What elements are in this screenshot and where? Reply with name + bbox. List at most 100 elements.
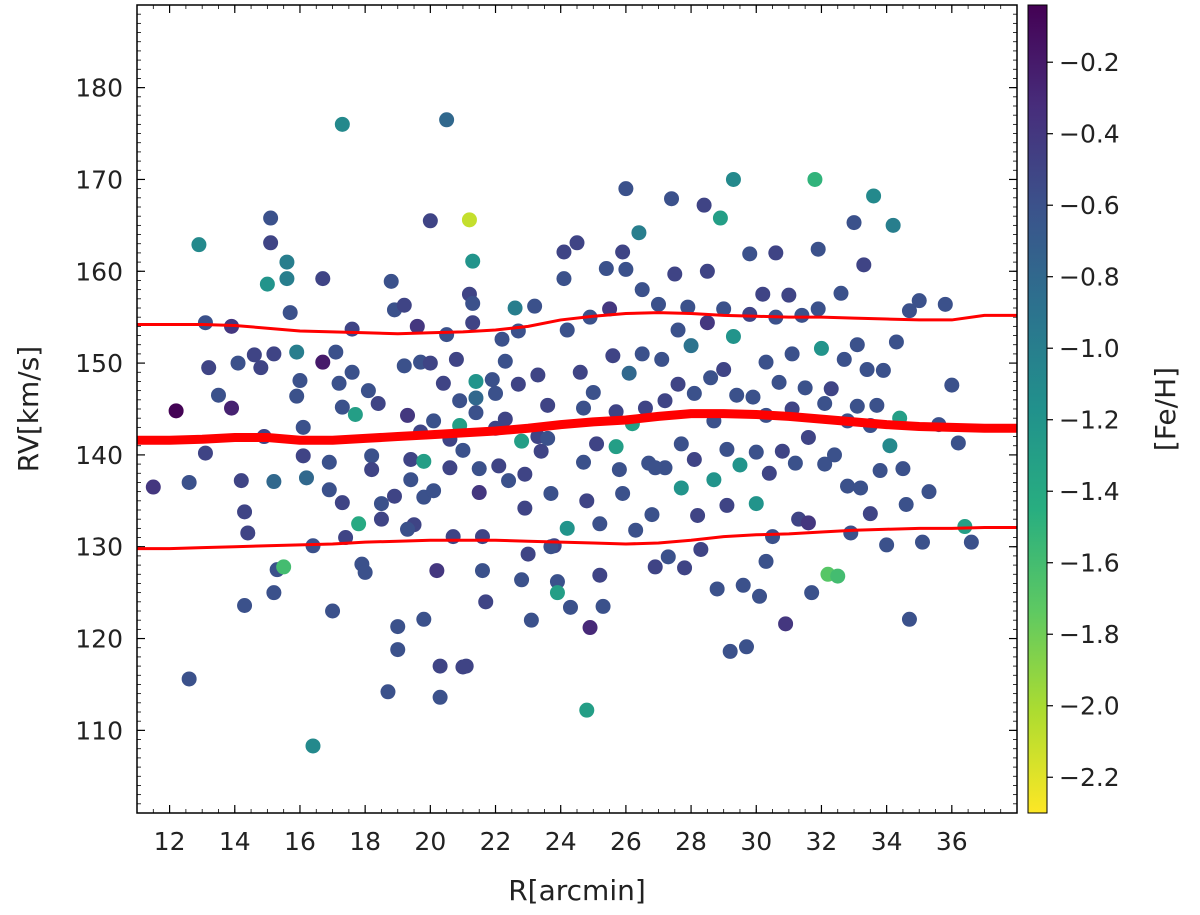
data-point (637, 400, 653, 416)
data-point (396, 358, 412, 374)
data-point (849, 337, 865, 353)
y-tick-label: 120 (75, 625, 123, 654)
data-point (895, 461, 911, 477)
data-point (618, 261, 634, 277)
data-point (452, 393, 468, 409)
data-point (660, 549, 676, 565)
data-point (882, 438, 898, 454)
data-point (168, 403, 184, 419)
data-point (549, 574, 565, 590)
data-point (963, 534, 979, 550)
data-point (295, 419, 311, 435)
data-point (298, 470, 314, 486)
data-point (644, 507, 660, 523)
colorbar-tick-label: −1.6 (1059, 549, 1120, 578)
data-point (732, 457, 748, 473)
data-point (517, 466, 533, 482)
data-point (712, 210, 728, 226)
data-point (422, 213, 438, 229)
data-point (334, 495, 350, 511)
data-point (836, 351, 852, 367)
data-point (768, 245, 784, 261)
data-point (758, 354, 774, 370)
data-point (944, 377, 960, 393)
x-tick-label: 22 (480, 827, 512, 856)
data-point (765, 529, 781, 545)
y-tick-label: 180 (75, 74, 123, 103)
data-point (253, 360, 269, 376)
data-point (507, 300, 523, 316)
data-point (911, 293, 927, 309)
data-point (729, 387, 745, 403)
data-point (853, 480, 869, 496)
data-point (468, 373, 484, 389)
data-point (664, 191, 680, 207)
data-point (439, 327, 455, 343)
data-point (634, 282, 650, 298)
data-point (784, 346, 800, 362)
data-point (690, 508, 706, 524)
data-point (403, 452, 419, 467)
data-point (817, 456, 833, 472)
data-point (680, 299, 696, 315)
data-point (237, 504, 253, 520)
data-point (197, 315, 213, 331)
data-point (787, 455, 803, 471)
data-point (373, 496, 389, 512)
data-point (484, 372, 500, 388)
data-point (856, 257, 872, 273)
colorbar-tick-label: −1.8 (1059, 620, 1120, 649)
data-point (465, 253, 481, 269)
data-point (344, 321, 360, 337)
axis-tick-labels: 12 14 16 18 20 22 24 26 28 30 32 34 36 110 120 130 140 15… (75, 74, 967, 856)
data-point (748, 496, 764, 512)
data-point (266, 346, 282, 362)
colorbar-tick-label: −0.6 (1059, 191, 1120, 220)
data-point (474, 563, 490, 579)
data-point (416, 453, 432, 469)
data-point (514, 433, 530, 449)
data-point (937, 296, 953, 312)
data-point (357, 564, 373, 580)
data-point (224, 400, 240, 416)
data-point (295, 448, 311, 464)
data-point (403, 472, 419, 488)
data-point (426, 413, 442, 429)
data-point (409, 318, 425, 334)
data-point (826, 447, 842, 463)
data-point (533, 443, 549, 459)
data-point (576, 400, 592, 416)
data-point (181, 474, 197, 490)
x-tick-label: 20 (414, 827, 446, 856)
data-point (471, 461, 487, 477)
data-point (530, 367, 546, 383)
data-point (589, 436, 605, 452)
data-point (435, 375, 451, 391)
data-point (445, 529, 461, 545)
data-point (657, 393, 673, 409)
data-point (810, 301, 826, 317)
data-point (338, 530, 354, 546)
colorbar (1027, 4, 1048, 814)
data-point (432, 689, 448, 705)
x-axis-title: R[arcmin] (508, 874, 646, 907)
data-point (696, 197, 712, 213)
data-point (230, 355, 246, 371)
data-point (383, 273, 399, 289)
data-point (491, 458, 507, 474)
data-point (738, 639, 754, 655)
data-point (478, 594, 494, 610)
data-point (647, 460, 663, 476)
data-point (282, 305, 298, 321)
data-point (778, 616, 794, 632)
data-point (840, 478, 856, 494)
data-point (576, 454, 592, 470)
data-point (869, 397, 885, 413)
data-point (810, 241, 826, 257)
data-point (305, 738, 321, 754)
x-tick-label: 28 (675, 827, 707, 856)
data-point (866, 188, 882, 204)
data-point (794, 307, 810, 323)
y-tick-label: 130 (75, 533, 123, 562)
data-point (608, 439, 624, 455)
